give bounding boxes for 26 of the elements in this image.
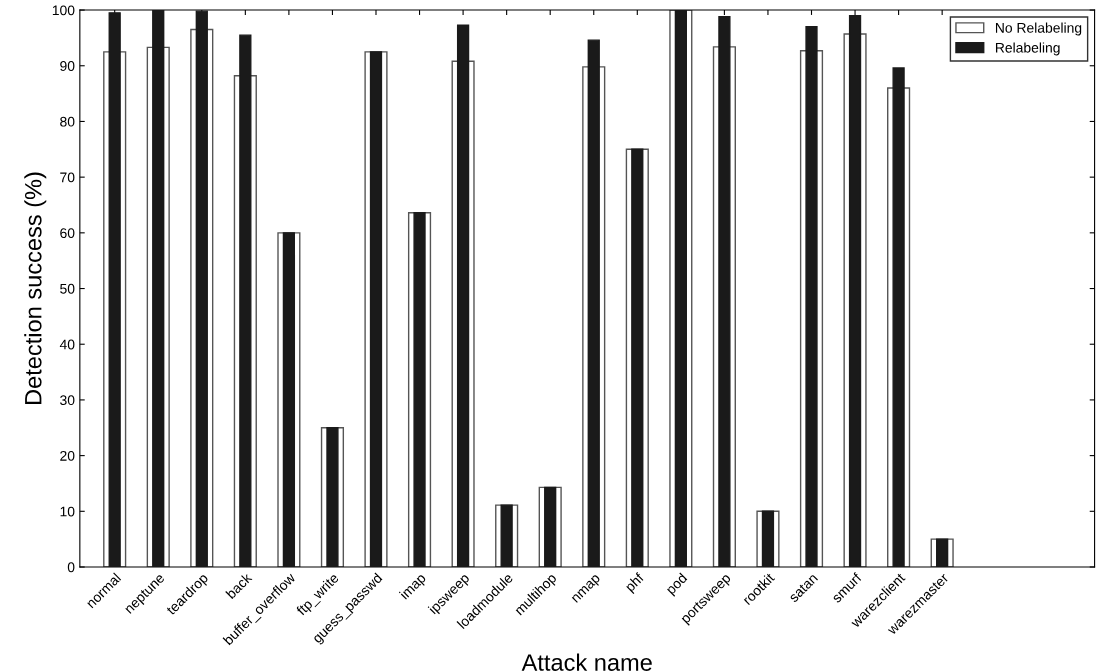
bar — [587, 39, 600, 567]
y-tick-label: 70 — [60, 172, 75, 183]
legend-label: Relabeling — [995, 42, 1060, 56]
y-tick-label: 100 — [52, 5, 75, 16]
bar — [718, 16, 731, 567]
y-tick-label: 60 — [60, 228, 75, 239]
bar — [848, 14, 862, 567]
y-axis-title: Detection success (%) — [24, 172, 47, 405]
bar — [892, 67, 905, 567]
y-tick-label: 40 — [59, 339, 75, 350]
bar — [456, 24, 470, 567]
bar — [195, 10, 208, 567]
y-tick-label: 30 — [60, 395, 75, 406]
bar — [108, 12, 121, 567]
y-tick-label: 80 — [60, 116, 75, 127]
x-axis-title: Attack name — [521, 653, 652, 671]
y-tick-label: 90 — [60, 61, 75, 71]
y-tick-label: 10 — [60, 506, 75, 517]
legend-label: No Relabeling — [995, 22, 1082, 36]
y-tick-label: 20 — [60, 450, 75, 461]
bar — [152, 10, 165, 567]
bar — [805, 26, 818, 567]
y-tick-label: 50 — [60, 283, 75, 294]
x-tick-label: phf — [624, 571, 647, 595]
y-tick-label: 0 — [67, 562, 75, 573]
bar — [239, 34, 252, 567]
